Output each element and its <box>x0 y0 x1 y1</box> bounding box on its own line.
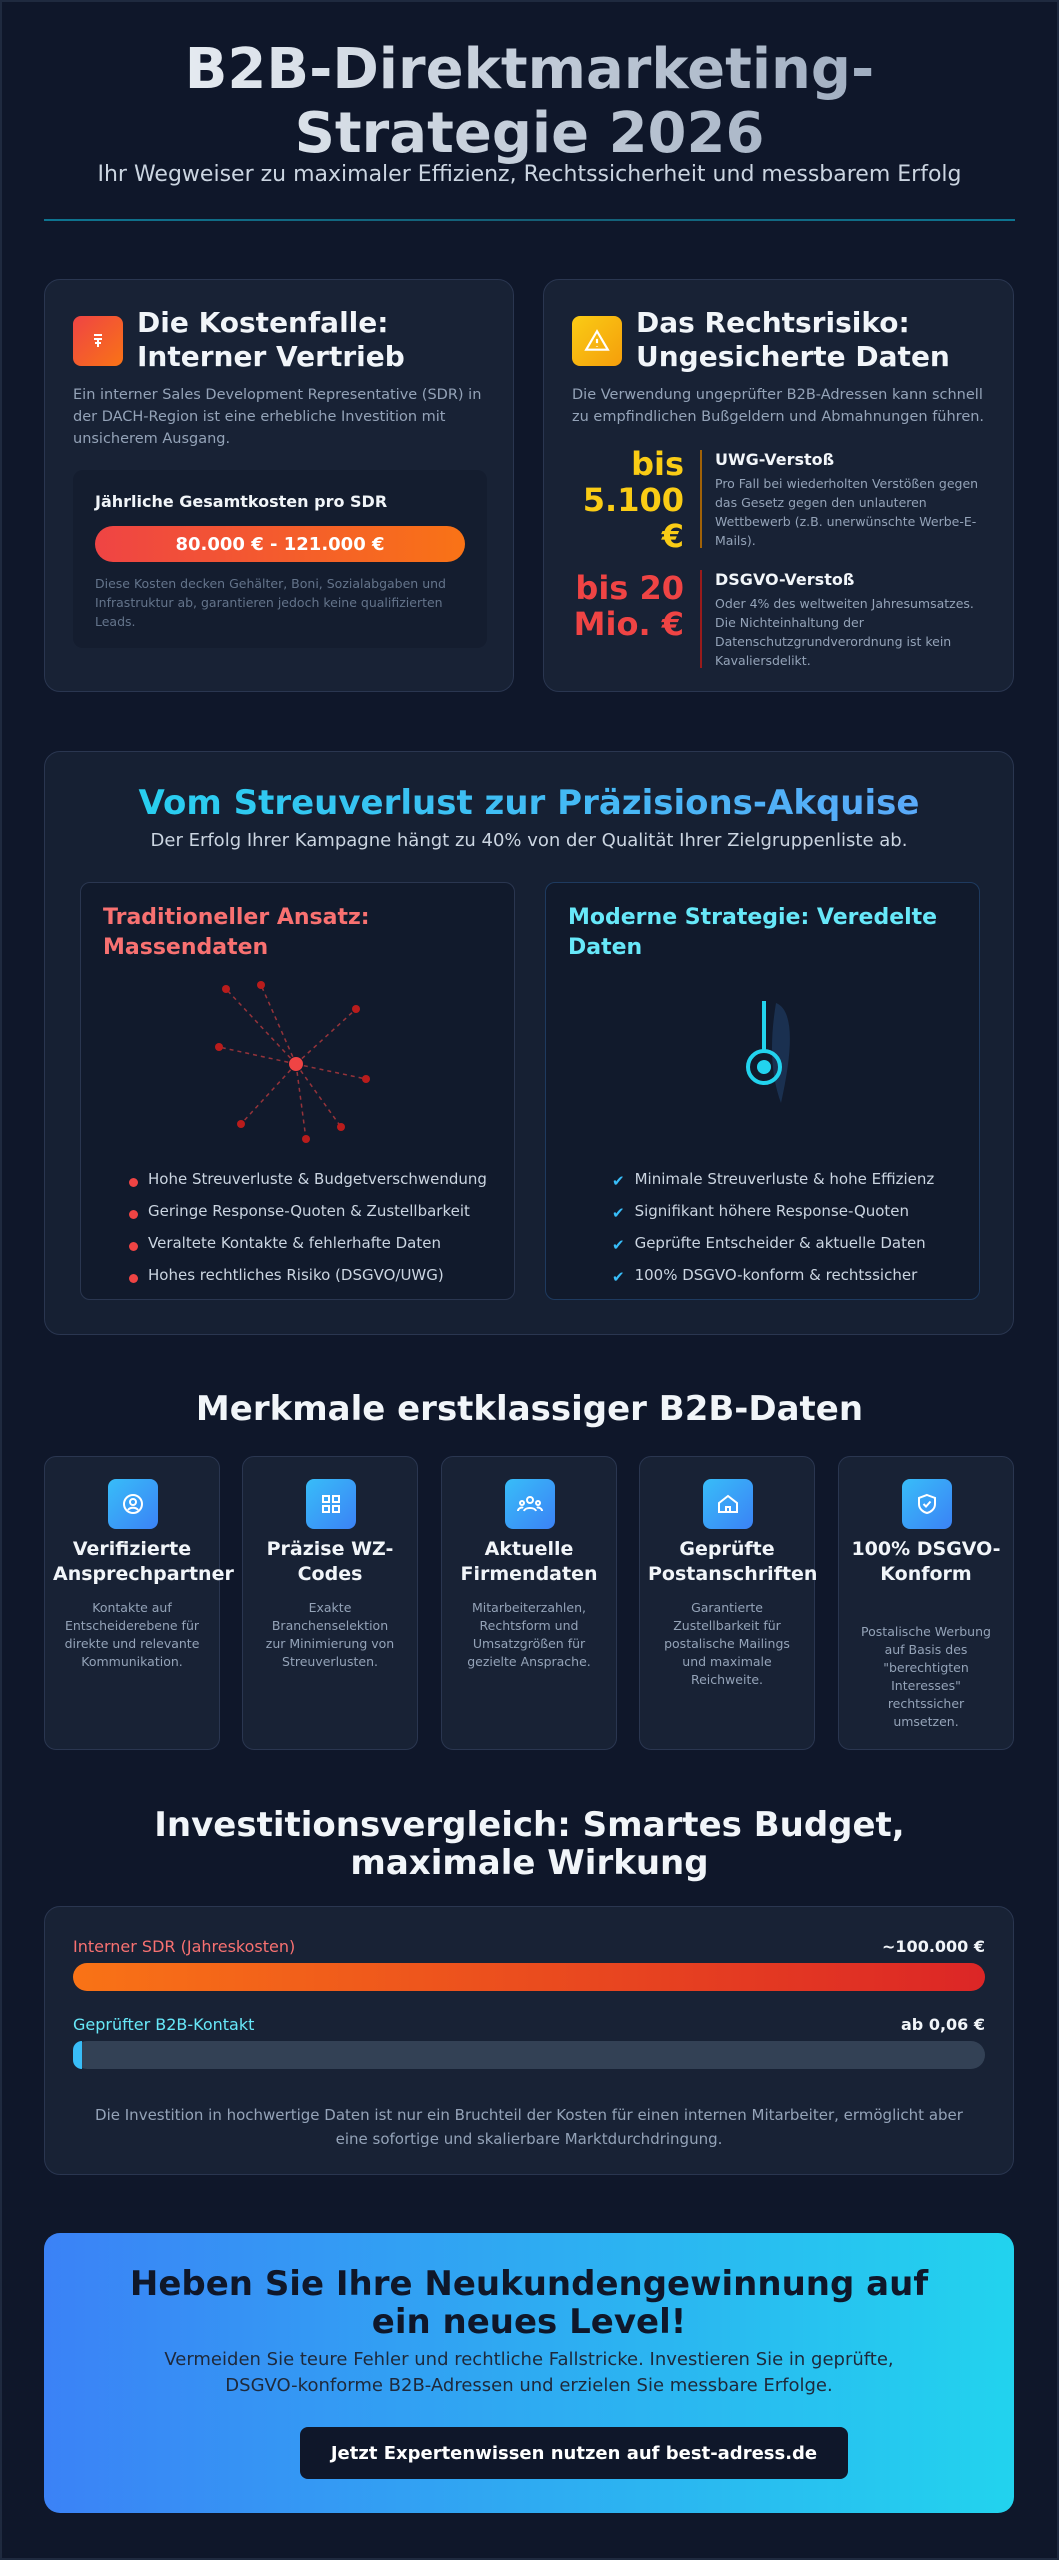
list-item: ✔ 100% DSGVO-konform & rechtssicher <box>612 1266 918 1286</box>
feature-text: Exakte Branchenselektion zur Minimierung… <box>265 1600 395 1669</box>
fine-text: Pro Fall bei wiederholten Verstößen gege… <box>715 476 979 548</box>
features-title: Merkmale erstklassiger B2B-Daten <box>195 1389 864 1429</box>
row-value: ~100.000 € <box>882 1937 985 1956</box>
cta-text: Vermeiden Sie teure Fehler und rechtlich… <box>164 2349 894 2396</box>
feature-card: Präzise WZ-Codes Exakte Branchenselektio… <box>242 1456 418 1750</box>
cost-bar <box>73 1963 985 1991</box>
feature-text: Mitarbeiterzahlen, Rechtsform und Umsatz… <box>467 1600 591 1669</box>
comparison-section: Vom Streuverlust zur Präzisions-Akquise … <box>44 751 1014 1335</box>
fine-text: Oder 4% des weltweiten Jahresumsatzes. D… <box>715 596 974 668</box>
section-title: Vom Streuverlust zur Präzisions-Akquise <box>45 784 1013 822</box>
modern-panel: Moderne Strategie: Veredelte Daten ✔ Mini… <box>545 882 980 1300</box>
item-text: Hohe Streuverluste & Budgetverschwendung <box>148 1170 487 1188</box>
modern-list: ✔ Minimale Streuverluste & hohe Effizienz… <box>612 1163 934 1291</box>
target-illustration <box>746 1001 790 1103</box>
feature-icon <box>703 1479 753 1529</box>
item-text: Minimale Streuverluste & hohe Effizienz <box>634 1170 935 1188</box>
box-title: Jährliche Gesamtkosten pro SDR <box>95 492 388 511</box>
feature-text: Garantierte Zustellbarkeit für postalisc… <box>664 1600 790 1687</box>
fine-amount: bis 5.100 € <box>582 445 684 555</box>
list-item: Geringe Response-Quoten & Zustellbarkeit <box>129 1195 487 1227</box>
item-text: 100% DSGVO-konform & rechtssicher <box>634 1266 918 1284</box>
feature-icon <box>505 1479 555 1529</box>
cost-icon <box>73 316 123 366</box>
feature-title: Verifizierte Ansprechpartner <box>53 1538 234 1585</box>
traditional-list: Hohe Streuverluste & Budgetverschwendung… <box>129 1163 487 1291</box>
list-item: ✔ Minimale Streuverluste & hohe Effizienz <box>612 1170 935 1190</box>
risk-icon <box>572 316 622 366</box>
fine-amount: bis 20 Mio. € <box>573 569 684 643</box>
feature-text: Postalische Werbung auf Basis des "berec… <box>861 1624 991 1729</box>
card-text: Ein interner Sales Development Represent… <box>73 387 482 447</box>
investment-title: Investitionsvergleich: Smartes Budget, m… <box>70 1806 989 1882</box>
list-item: ✔ Signifikant höhere Response-Quoten <box>612 1202 910 1222</box>
item-text: Geringe Response-Quoten & Zustellbarkeit <box>148 1202 470 1220</box>
fine-title: DSGVO-Verstoß <box>715 570 855 589</box>
fine-title: UWG-Verstoß <box>715 450 835 469</box>
title-text: Investitionsvergleich: Smartes Budget, m… <box>154 1805 905 1883</box>
contact-bar <box>73 2041 82 2069</box>
feature-icon <box>902 1479 952 1529</box>
list-item: Veraltete Kontakte & fehlerhafte Daten <box>129 1227 487 1259</box>
scatter-illustration <box>215 981 370 1143</box>
item-text: Veraltete Kontakte & fehlerhafte Daten <box>148 1234 441 1252</box>
investment-box: Interner SDR (Jahreskosten) ~100.000 € G… <box>44 1906 1014 2175</box>
investment-note: Die Investition in hochwertige Daten ist… <box>95 2106 963 2148</box>
cta-button[interactable]: Jetzt Expertenwissen nutzen auf best-adr… <box>300 2427 848 2479</box>
feature-card: Geprüfte Postanschriften Garantierte Zus… <box>639 1456 818 1750</box>
panel-title: Moderne Strategie: Veredelte Daten <box>568 905 938 960</box>
page-title: B2B-Direktmarketing-Strategie 2026 <box>60 38 999 166</box>
bar-track <box>73 2041 985 2069</box>
list-item: Hohes rechtliches Risiko (DSGVO/UWG) <box>129 1259 487 1291</box>
page-subtitle: Ihr Wegweiser zu maximaler Effizienz, Re… <box>97 162 962 187</box>
cost-box: Jährliche Gesamtkosten pro SDR 80.000 € … <box>73 470 487 648</box>
item-text: Signifikant höhere Response-Quoten <box>634 1202 910 1220</box>
row-label: Interner SDR (Jahreskosten) <box>73 1937 296 1956</box>
divider <box>44 219 1015 221</box>
row-value: ab 0,06 € <box>901 2015 985 2034</box>
feature-text: Kontakte auf Entscheiderebene für direkt… <box>64 1600 200 1669</box>
item-text: Hohes rechtliches Risiko (DSGVO/UWG) <box>148 1266 444 1284</box>
feature-card: 100% DSGVO-Konform Postalische Werbung a… <box>838 1456 1014 1750</box>
card-title: Das Rechtsrisiko: Ungesicherte Daten <box>636 306 950 373</box>
risk-card: Das Rechtsrisiko: Ungesicherte Daten Die… <box>543 279 1014 692</box>
feature-icon <box>108 1479 158 1529</box>
list-item: Hohe Streuverluste & Budgetverschwendung <box>129 1163 487 1195</box>
feature-card: Aktuelle Firmendaten Mitarbeiterzahlen, … <box>441 1456 617 1750</box>
cost-card: Die Kostenfalle: Interner Vertrieb Ein i… <box>44 279 514 692</box>
feature-title: Aktuelle Firmendaten <box>460 1538 598 1585</box>
card-title: Die Kostenfalle: Interner Vertrieb <box>137 306 405 373</box>
cost-range: 80.000 € - 121.000 € <box>95 526 465 562</box>
feature-title: 100% DSGVO-Konform <box>851 1538 1001 1585</box>
fine-line <box>700 450 702 548</box>
cta-title: Heben Sie Ihre Neukundengewinnung auf ei… <box>129 2264 929 2342</box>
traditional-panel: Traditioneller Ansatz: Massendaten Hohe … <box>80 882 515 1300</box>
feature-icon <box>306 1479 356 1529</box>
feature-title: Präzise WZ-Codes <box>266 1538 394 1585</box>
feature-title: Geprüfte Postanschriften <box>648 1538 818 1585</box>
box-note: Diese Kosten decken Gehälter, Boni, Sozi… <box>95 576 446 629</box>
feature-card: Verifizierte Ansprechpartner Kontakte au… <box>44 1456 234 1750</box>
row-label: Geprüfter B2B-Kontakt <box>73 2015 255 2034</box>
card-text: Die Verwendung ungeprüfter B2B-Adressen … <box>572 387 985 425</box>
panel-title: Traditioneller Ansatz: Massendaten <box>103 905 370 960</box>
cta-box: Heben Sie Ihre Neukundengewinnung auf ei… <box>44 2233 1014 2513</box>
section-subtitle: Der Erfolg Ihrer Kampagne hängt zu 40% v… <box>150 830 908 851</box>
list-item: ✔ Geprüfte Entscheider & aktuelle Daten <box>612 1234 926 1254</box>
fine-line <box>700 570 702 668</box>
item-text: Geprüfte Entscheider & aktuelle Daten <box>634 1234 926 1252</box>
